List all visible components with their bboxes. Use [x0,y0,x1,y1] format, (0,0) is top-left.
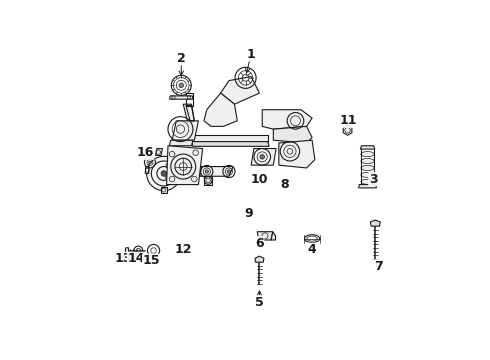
Polygon shape [273,126,312,143]
Polygon shape [271,232,275,240]
Ellipse shape [361,152,374,157]
Polygon shape [251,149,276,165]
Text: 14: 14 [127,252,145,265]
Polygon shape [204,93,237,126]
Polygon shape [192,135,268,141]
Text: 2: 2 [177,52,186,65]
Text: 15: 15 [143,254,160,267]
Polygon shape [343,125,352,135]
Circle shape [161,171,167,176]
Polygon shape [220,76,259,104]
Polygon shape [170,96,193,99]
Polygon shape [125,248,128,253]
Text: 10: 10 [251,172,268,185]
Polygon shape [192,141,269,146]
Text: 8: 8 [280,178,289,191]
Text: 7: 7 [374,260,383,273]
Text: 12: 12 [174,243,192,256]
Ellipse shape [361,158,374,163]
Polygon shape [200,167,233,176]
Polygon shape [155,149,162,156]
Polygon shape [262,110,312,129]
Text: 6: 6 [255,237,264,250]
Polygon shape [359,185,376,188]
Circle shape [227,170,231,173]
Polygon shape [255,256,264,262]
Polygon shape [170,140,193,146]
Polygon shape [178,161,185,167]
Polygon shape [204,176,212,185]
Polygon shape [161,187,167,193]
Polygon shape [360,146,375,149]
Ellipse shape [361,172,374,177]
Circle shape [179,83,183,87]
Text: 1: 1 [247,48,255,61]
Circle shape [205,170,208,173]
Polygon shape [145,167,149,174]
Text: 4: 4 [308,243,317,256]
Circle shape [147,156,181,191]
Polygon shape [257,232,273,240]
Text: 3: 3 [369,172,377,185]
Text: 13: 13 [114,252,132,265]
Polygon shape [370,220,380,226]
Ellipse shape [361,179,374,184]
Ellipse shape [361,166,374,170]
Polygon shape [172,121,198,140]
Circle shape [148,161,151,164]
Polygon shape [183,104,195,121]
Text: 16: 16 [137,146,154,159]
Circle shape [260,155,265,159]
Text: 11: 11 [340,114,357,127]
Text: 5: 5 [255,296,264,309]
Text: 9: 9 [244,207,253,220]
Polygon shape [167,146,203,185]
Polygon shape [279,140,315,168]
